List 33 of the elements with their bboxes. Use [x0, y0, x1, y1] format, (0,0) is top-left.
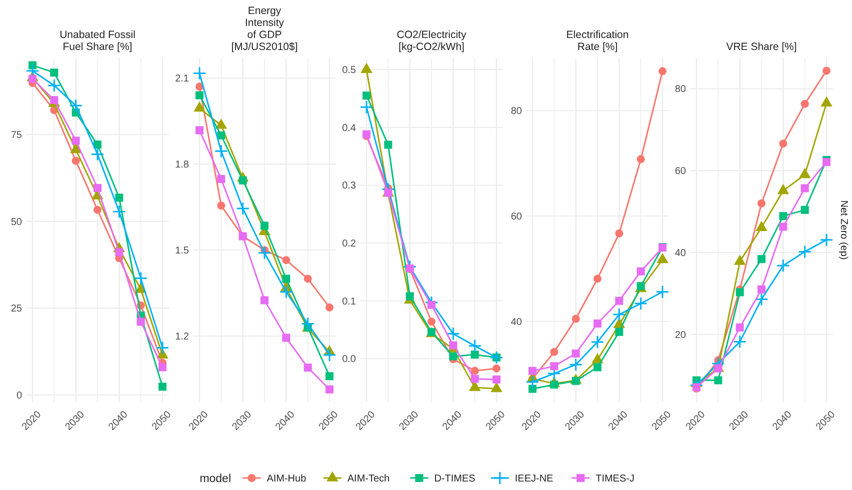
legend-label: D-TIMES — [434, 474, 476, 484]
chart-title: Unabated Fossil Fuel Share [%] — [60, 29, 136, 53]
y-tick-label: 0.0 — [342, 354, 356, 366]
y-tick-label: 1.2 — [175, 332, 190, 343]
y-tick-label: 0.2 — [342, 238, 356, 250]
chart-title: Electrification Rate [%] — [566, 29, 629, 53]
y-tick-label: 80 — [674, 84, 686, 96]
y-tick-label: 25 — [10, 304, 22, 315]
legend-label: AIM-Tech — [347, 474, 390, 484]
chart-title: CO2/Electricity [kg-CO2/kWh] — [396, 29, 467, 53]
y-tick-label: 80 — [510, 106, 522, 118]
y-tick-label: 0 — [16, 390, 22, 402]
y-tick-label: 2.1 — [175, 74, 190, 85]
text: Net Zero (ep) — [838, 200, 849, 260]
legend-label: AIM-Hub — [266, 474, 307, 484]
y-tick-label: 1.8 — [175, 160, 190, 171]
y-tick-label: 60 — [510, 212, 522, 223]
y-tick-label: 0.4 — [342, 122, 356, 134]
y-tick-label: 60 — [674, 166, 686, 178]
chart-title: VRE Share [%] — [726, 41, 797, 53]
y-tick-label: 40 — [674, 248, 686, 260]
y-tick-label: 75 — [10, 130, 22, 141]
legend-title: model — [200, 473, 232, 486]
y-tick-label: 0.5 — [342, 65, 356, 76]
y-tick-label: 0.3 — [342, 180, 356, 192]
y-tick-label: 50 — [10, 216, 22, 228]
y-tick-label: 1.5 — [175, 246, 190, 257]
y-tick-label: 20 — [674, 330, 686, 341]
legend-label: IEEJ-NE — [514, 474, 554, 484]
y-tick-label: 0.1 — [342, 296, 356, 308]
chart-title: Energy Intensity of GDP [MJ/US2010$] — [231, 5, 298, 53]
legend-label: TIMES-J — [596, 474, 634, 484]
y-tick-label: 40 — [510, 316, 522, 328]
